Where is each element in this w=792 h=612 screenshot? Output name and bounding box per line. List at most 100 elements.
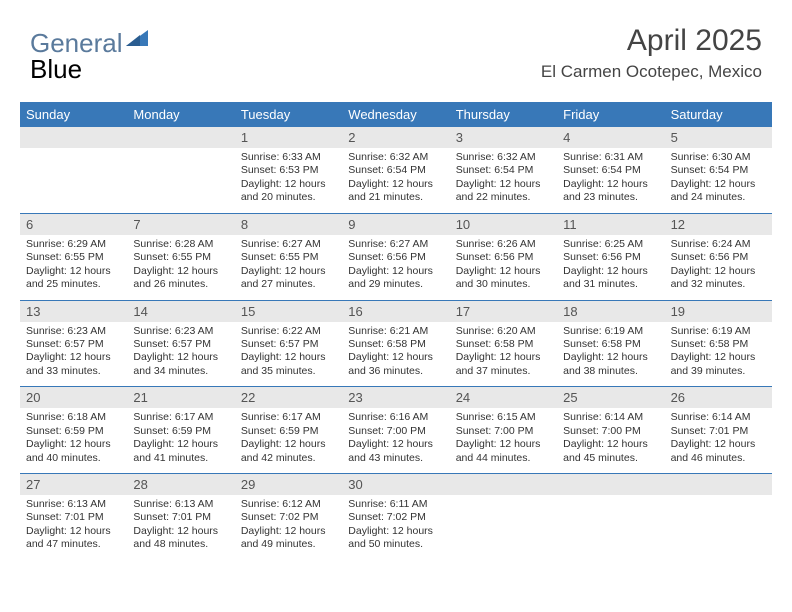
week-content-row: Sunrise: 6:33 AMSunset: 6:53 PMDaylight:… xyxy=(20,148,772,213)
sunset-text: Sunset: 6:57 PM xyxy=(241,338,336,351)
logo-triangle-icon xyxy=(126,30,148,46)
daylight-text: Daylight: 12 hours and 26 minutes. xyxy=(133,265,228,292)
week-daynum-row: 6789101112 xyxy=(20,213,772,235)
sunset-text: Sunset: 6:58 PM xyxy=(671,338,766,351)
day-cell xyxy=(665,495,772,560)
day-number: 25 xyxy=(557,387,664,408)
week-content-row: Sunrise: 6:29 AMSunset: 6:55 PMDaylight:… xyxy=(20,235,772,300)
header-right: April 2025 El Carmen Ocotepec, Mexico xyxy=(541,24,762,82)
week-daynum-row: 12345 xyxy=(20,127,772,148)
sunrise-text: Sunrise: 6:25 AM xyxy=(563,238,658,251)
daylight-text: Daylight: 12 hours and 38 minutes. xyxy=(563,351,658,378)
daylight-text: Daylight: 12 hours and 24 minutes. xyxy=(671,178,766,205)
daylight-text: Daylight: 12 hours and 37 minutes. xyxy=(456,351,551,378)
day-cell: Sunrise: 6:19 AMSunset: 6:58 PMDaylight:… xyxy=(665,322,772,387)
day-number: 15 xyxy=(235,301,342,322)
day-number: 2 xyxy=(342,127,449,148)
sunrise-text: Sunrise: 6:12 AM xyxy=(241,498,336,511)
sunset-text: Sunset: 6:55 PM xyxy=(241,251,336,264)
sunset-text: Sunset: 6:57 PM xyxy=(133,338,228,351)
week-daynum-row: 27282930 xyxy=(20,473,772,495)
sunrise-text: Sunrise: 6:32 AM xyxy=(456,151,551,164)
day-number xyxy=(557,474,664,495)
daylight-text: Daylight: 12 hours and 49 minutes. xyxy=(241,525,336,552)
day-cell xyxy=(20,148,127,213)
daylight-text: Daylight: 12 hours and 29 minutes. xyxy=(348,265,443,292)
daylight-text: Daylight: 12 hours and 30 minutes. xyxy=(456,265,551,292)
daylight-text: Daylight: 12 hours and 47 minutes. xyxy=(26,525,121,552)
day-cell: Sunrise: 6:21 AMSunset: 6:58 PMDaylight:… xyxy=(342,322,449,387)
sunset-text: Sunset: 7:01 PM xyxy=(26,511,121,524)
sunset-text: Sunset: 7:00 PM xyxy=(348,425,443,438)
day-number: 22 xyxy=(235,387,342,408)
sunset-text: Sunset: 7:01 PM xyxy=(133,511,228,524)
day-number: 12 xyxy=(665,214,772,235)
sunset-text: Sunset: 6:56 PM xyxy=(456,251,551,264)
daylight-text: Daylight: 12 hours and 25 minutes. xyxy=(26,265,121,292)
sunrise-text: Sunrise: 6:20 AM xyxy=(456,325,551,338)
day-cell: Sunrise: 6:11 AMSunset: 7:02 PMDaylight:… xyxy=(342,495,449,560)
day-cell: Sunrise: 6:15 AMSunset: 7:00 PMDaylight:… xyxy=(450,408,557,473)
day-header: Tuesday xyxy=(235,102,342,127)
day-cell: Sunrise: 6:13 AMSunset: 7:01 PMDaylight:… xyxy=(20,495,127,560)
day-cell xyxy=(557,495,664,560)
day-number: 7 xyxy=(127,214,234,235)
sunset-text: Sunset: 6:57 PM xyxy=(26,338,121,351)
day-header: Monday xyxy=(127,102,234,127)
sunset-text: Sunset: 6:56 PM xyxy=(348,251,443,264)
day-cell: Sunrise: 6:27 AMSunset: 6:55 PMDaylight:… xyxy=(235,235,342,300)
day-number xyxy=(20,127,127,148)
daylight-text: Daylight: 12 hours and 50 minutes. xyxy=(348,525,443,552)
day-number: 23 xyxy=(342,387,449,408)
sunset-text: Sunset: 6:59 PM xyxy=(133,425,228,438)
sunrise-text: Sunrise: 6:14 AM xyxy=(563,411,658,424)
day-number: 13 xyxy=(20,301,127,322)
daylight-text: Daylight: 12 hours and 48 minutes. xyxy=(133,525,228,552)
day-number xyxy=(127,127,234,148)
day-cell: Sunrise: 6:16 AMSunset: 7:00 PMDaylight:… xyxy=(342,408,449,473)
day-number: 3 xyxy=(450,127,557,148)
day-cell: Sunrise: 6:18 AMSunset: 6:59 PMDaylight:… xyxy=(20,408,127,473)
day-cell: Sunrise: 6:30 AMSunset: 6:54 PMDaylight:… xyxy=(665,148,772,213)
sunrise-text: Sunrise: 6:23 AM xyxy=(26,325,121,338)
day-number: 19 xyxy=(665,301,772,322)
daylight-text: Daylight: 12 hours and 33 minutes. xyxy=(26,351,121,378)
sunrise-text: Sunrise: 6:31 AM xyxy=(563,151,658,164)
day-number: 11 xyxy=(557,214,664,235)
sunrise-text: Sunrise: 6:23 AM xyxy=(133,325,228,338)
daylight-text: Daylight: 12 hours and 44 minutes. xyxy=(456,438,551,465)
day-cell: Sunrise: 6:23 AMSunset: 6:57 PMDaylight:… xyxy=(127,322,234,387)
sunset-text: Sunset: 6:56 PM xyxy=(671,251,766,264)
day-cell: Sunrise: 6:33 AMSunset: 6:53 PMDaylight:… xyxy=(235,148,342,213)
daylight-text: Daylight: 12 hours and 32 minutes. xyxy=(671,265,766,292)
daylight-text: Daylight: 12 hours and 43 minutes. xyxy=(348,438,443,465)
daylight-text: Daylight: 12 hours and 34 minutes. xyxy=(133,351,228,378)
location: El Carmen Ocotepec, Mexico xyxy=(541,62,762,82)
sunrise-text: Sunrise: 6:14 AM xyxy=(671,411,766,424)
day-cell: Sunrise: 6:27 AMSunset: 6:56 PMDaylight:… xyxy=(342,235,449,300)
day-cell: Sunrise: 6:14 AMSunset: 7:01 PMDaylight:… xyxy=(665,408,772,473)
daylight-text: Daylight: 12 hours and 40 minutes. xyxy=(26,438,121,465)
week-content-row: Sunrise: 6:13 AMSunset: 7:01 PMDaylight:… xyxy=(20,495,772,560)
day-number: 8 xyxy=(235,214,342,235)
day-cell: Sunrise: 6:17 AMSunset: 6:59 PMDaylight:… xyxy=(127,408,234,473)
sunset-text: Sunset: 6:58 PM xyxy=(456,338,551,351)
sunset-text: Sunset: 6:53 PM xyxy=(241,164,336,177)
day-number xyxy=(450,474,557,495)
page-title: April 2025 xyxy=(541,24,762,58)
week-daynum-row: 20212223242526 xyxy=(20,386,772,408)
sunrise-text: Sunrise: 6:13 AM xyxy=(133,498,228,511)
logo-line2: Blue xyxy=(30,54,82,85)
day-cell: Sunrise: 6:23 AMSunset: 6:57 PMDaylight:… xyxy=(20,322,127,387)
sunset-text: Sunset: 6:54 PM xyxy=(348,164,443,177)
sunrise-text: Sunrise: 6:13 AM xyxy=(26,498,121,511)
week-daynum-row: 13141516171819 xyxy=(20,300,772,322)
sunrise-text: Sunrise: 6:28 AM xyxy=(133,238,228,251)
sunset-text: Sunset: 6:59 PM xyxy=(241,425,336,438)
sunrise-text: Sunrise: 6:18 AM xyxy=(26,411,121,424)
daylight-text: Daylight: 12 hours and 39 minutes. xyxy=(671,351,766,378)
day-header: Friday xyxy=(557,102,664,127)
sunrise-text: Sunrise: 6:27 AM xyxy=(241,238,336,251)
sunrise-text: Sunrise: 6:22 AM xyxy=(241,325,336,338)
day-cell xyxy=(450,495,557,560)
